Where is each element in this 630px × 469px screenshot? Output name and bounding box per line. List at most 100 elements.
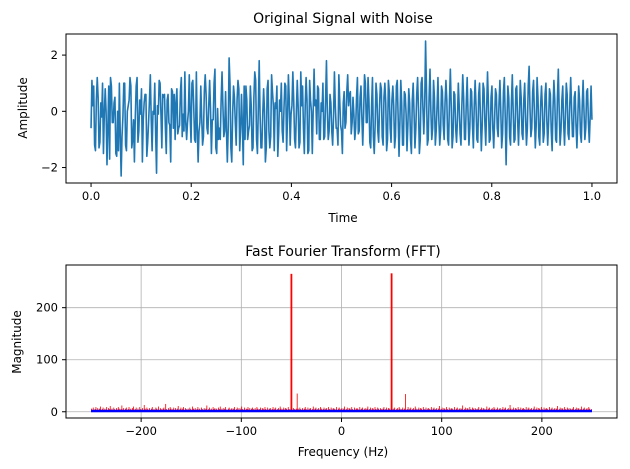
fft-bar <box>155 407 157 412</box>
fft-bar <box>588 407 590 412</box>
fft-bar <box>430 407 432 412</box>
signal-series-line <box>90 40 593 177</box>
fft-bar <box>359 407 361 412</box>
fft-bar <box>173 407 175 412</box>
fft-bar <box>486 406 488 412</box>
fft-bar <box>180 407 182 412</box>
fft-bar <box>296 393 298 412</box>
fft-bar <box>557 406 558 412</box>
fft-bar <box>509 404 511 412</box>
fft-bar <box>206 405 208 412</box>
fft-bar <box>481 407 482 412</box>
signal-y-tick-label: 0 <box>51 104 58 118</box>
fft-bar <box>275 407 277 412</box>
fft-peak-bar <box>390 273 393 412</box>
fft-x-tick-label: 100 <box>431 424 453 438</box>
fft-bar <box>414 406 416 412</box>
fft-bar <box>279 406 281 412</box>
fft-bar <box>462 405 464 412</box>
signal-chart: Original Signal with Noise 0.0 0.2 0.4 0.6 0… <box>16 11 618 225</box>
fft-bar <box>106 407 108 412</box>
signal-plot-frame <box>65 33 618 184</box>
fft-bar <box>201 407 202 412</box>
fft-bar <box>177 406 179 412</box>
fft-bar <box>236 407 238 412</box>
fft-bar <box>139 407 141 412</box>
fft-bar <box>95 407 97 412</box>
fft-y-tick-label: 200 <box>36 301 58 315</box>
fft-bar <box>407 407 409 412</box>
fft-bar <box>244 407 245 412</box>
signal-y-ticks: −2 0 2 <box>41 48 66 175</box>
fft-bar <box>533 406 535 412</box>
fft-bar <box>247 407 249 412</box>
fft-x-tick-label: −200 <box>125 424 157 438</box>
fft-bar <box>425 407 427 412</box>
fft-bar <box>439 406 440 412</box>
fft-bar <box>383 407 385 412</box>
fft-bar <box>549 407 550 412</box>
fft-bar <box>165 403 167 412</box>
fft-bar <box>283 407 285 412</box>
fft-x-tick-label: 200 <box>531 424 553 438</box>
fft-bar <box>183 407 184 412</box>
fft-y-axis-label: Magnitude <box>10 310 24 374</box>
fft-bar <box>405 394 406 412</box>
fft-bar <box>520 407 522 412</box>
fft-bar <box>367 406 369 412</box>
fft-bar <box>209 407 210 412</box>
fft-bar <box>113 407 115 412</box>
fft-bar <box>374 407 376 412</box>
fft-bar <box>394 407 396 412</box>
fft-bar <box>99 406 101 412</box>
fft-bar <box>493 407 495 412</box>
fft-bar <box>564 407 566 412</box>
fft-plot-area <box>91 273 592 413</box>
signal-x-tick-label: 0.2 <box>182 189 200 203</box>
signal-x-tick-label: 0.0 <box>82 189 100 203</box>
fft-bar <box>330 407 332 412</box>
fft-bar <box>260 407 261 412</box>
fft-bar <box>135 407 137 412</box>
fft-chart-title: Fast Fourier Transform (FFT) <box>245 244 440 260</box>
fft-bar <box>551 407 553 412</box>
fft-bar <box>559 407 561 412</box>
fft-bar <box>125 407 127 412</box>
fft-bar <box>502 407 504 412</box>
fft-bar <box>219 406 221 412</box>
fft-y-ticks: 0 100 200 <box>36 301 66 419</box>
fft-bar <box>469 407 471 412</box>
fft-bar <box>312 406 314 412</box>
fft-bar <box>143 404 145 412</box>
fft-bar <box>410 407 412 412</box>
fft-bar <box>197 407 199 412</box>
fft-bar <box>362 407 363 412</box>
fft-bar <box>109 406 111 412</box>
fft-x-axis-label: Frequency (Hz) <box>298 445 389 459</box>
fft-bar <box>315 407 317 412</box>
fft-bar <box>433 407 435 412</box>
fft-bar <box>344 406 345 412</box>
fft-y-tick-label: 0 <box>51 405 58 419</box>
fft-bar <box>252 407 253 412</box>
fft-bar <box>299 407 301 412</box>
fft-bar <box>513 407 515 412</box>
fft-bar <box>505 407 506 412</box>
fft-bar <box>267 407 269 412</box>
fft-bar <box>133 406 134 412</box>
fft-bar <box>212 407 214 412</box>
fft-bar <box>370 407 371 412</box>
signal-x-axis-label: Time <box>327 211 357 225</box>
fft-bar <box>536 407 538 412</box>
fft-bar <box>543 407 545 412</box>
fft-bar <box>256 407 258 412</box>
fft-bar <box>528 407 530 412</box>
fft-bar <box>354 407 355 412</box>
fft-peak-bar <box>290 273 293 412</box>
fft-bar <box>478 407 480 412</box>
fft-bar <box>454 407 456 412</box>
signal-plot-area <box>90 40 593 177</box>
fft-bar <box>218 407 219 412</box>
fft-bar <box>151 407 153 412</box>
